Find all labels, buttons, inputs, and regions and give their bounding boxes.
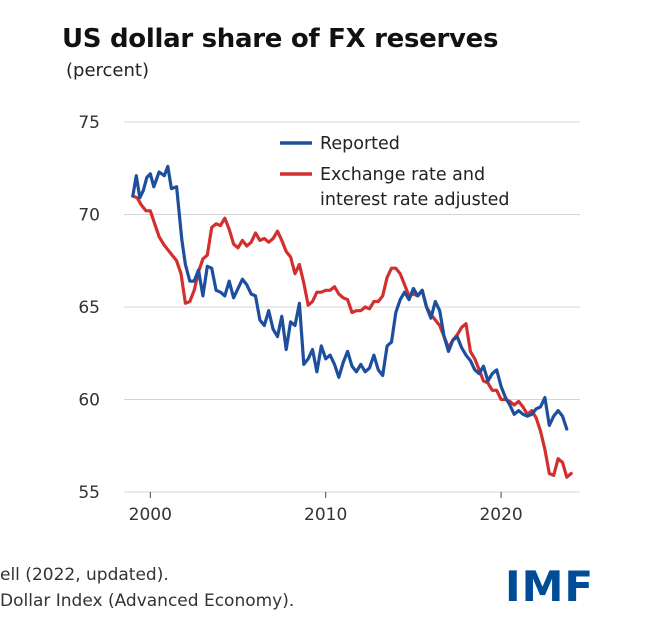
imf-logo: IMF — [505, 562, 595, 611]
series-lines — [131, 164, 573, 479]
x-axis-ticks: 2000 2010 2020 — [129, 492, 523, 525]
legend-label-adjusted-line1: Exchange rate and — [320, 165, 485, 185]
source-note-line-1: ell (2022, updated). — [0, 565, 169, 585]
legend: Reported Exchange rate and interest rate… — [280, 134, 509, 210]
series-line-adjusted — [131, 194, 573, 479]
chart-title: US dollar share of FX reserves — [62, 24, 499, 54]
legend-label-reported: Reported — [320, 134, 400, 154]
y-tick-label: 65 — [78, 298, 100, 318]
chart-subtitle: (percent) — [66, 60, 149, 81]
y-axis-ticks: 75 70 65 60 55 — [78, 113, 100, 503]
line-chart: 75 70 65 60 55 2000 2010 2020 Reported Exchang… — [78, 113, 580, 525]
y-tick-label: 60 — [78, 391, 100, 411]
source-note-line-2: Dollar Index (Advanced Economy). — [0, 591, 295, 611]
legend-label-adjusted-line2: interest rate adjusted — [320, 190, 509, 210]
x-tick-label: 2010 — [304, 505, 347, 525]
y-tick-label: 70 — [78, 206, 100, 226]
x-tick-label: 2000 — [129, 505, 172, 525]
y-tick-label: 55 — [78, 483, 100, 503]
y-tick-label: 75 — [78, 113, 100, 133]
x-tick-label: 2020 — [479, 505, 522, 525]
series-line-reported — [131, 164, 569, 431]
legend-label-adjusted: Exchange rate and interest rate adjusted — [320, 165, 509, 210]
